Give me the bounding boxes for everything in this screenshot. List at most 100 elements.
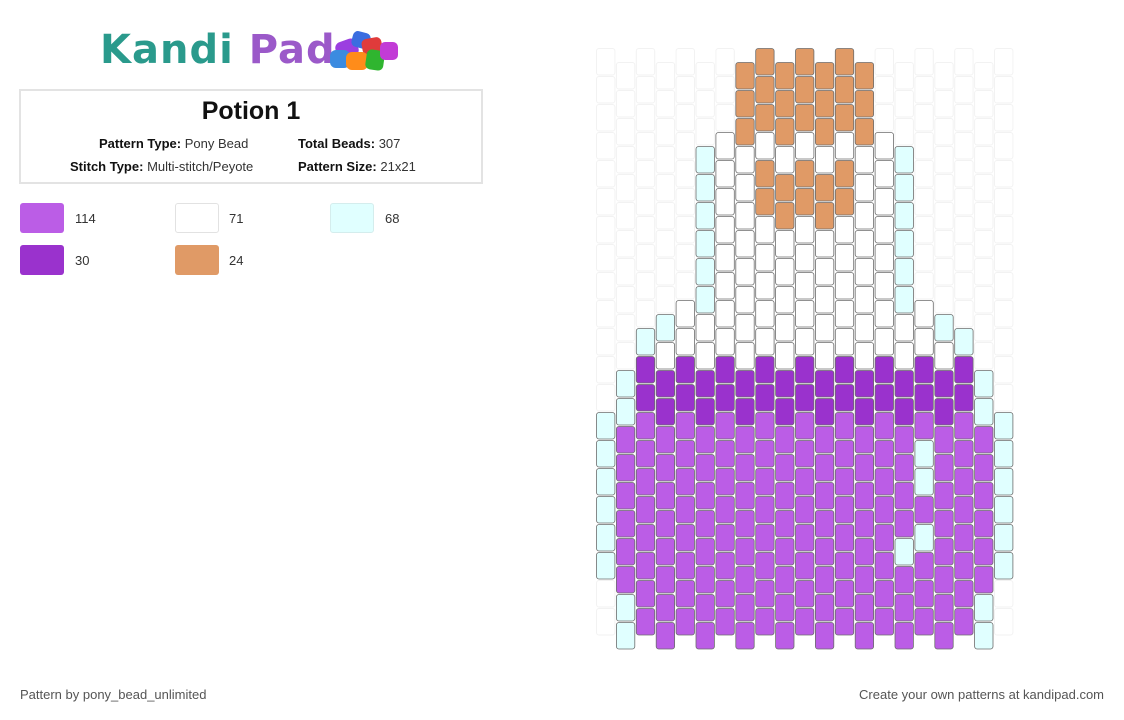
bead[interactable] [974, 314, 994, 342]
bead[interactable] [655, 314, 676, 342]
bead[interactable] [615, 482, 636, 510]
bead[interactable] [596, 132, 616, 160]
bead[interactable] [834, 356, 855, 384]
bead[interactable] [994, 272, 1014, 300]
bead[interactable] [695, 314, 715, 342]
bead[interactable] [695, 538, 715, 566]
bead[interactable] [596, 160, 616, 188]
bead[interactable] [715, 272, 735, 300]
bead[interactable] [795, 160, 815, 188]
bead[interactable] [954, 356, 974, 384]
bead[interactable] [715, 160, 735, 188]
bead[interactable] [934, 230, 954, 258]
bead[interactable] [814, 118, 835, 146]
bead[interactable] [596, 580, 616, 608]
bead[interactable] [655, 342, 676, 370]
bead[interactable] [994, 356, 1014, 384]
bead[interactable] [994, 384, 1014, 412]
bead[interactable] [635, 300, 656, 328]
bead[interactable] [795, 412, 815, 440]
bead[interactable] [914, 356, 934, 384]
bead[interactable] [695, 482, 715, 510]
bead[interactable] [954, 104, 974, 132]
bead[interactable] [695, 230, 715, 258]
bead[interactable] [914, 272, 934, 300]
bead[interactable] [914, 188, 934, 216]
bead[interactable] [615, 510, 636, 538]
bead[interactable] [934, 538, 954, 566]
bead[interactable] [735, 566, 755, 594]
bead[interactable] [735, 370, 755, 398]
bead[interactable] [675, 608, 695, 636]
bead[interactable] [834, 104, 855, 132]
bead[interactable] [874, 468, 894, 496]
bead[interactable] [874, 132, 894, 160]
bead[interactable] [775, 258, 795, 286]
bead[interactable] [635, 104, 656, 132]
bead[interactable] [635, 188, 656, 216]
bead[interactable] [894, 146, 914, 174]
bead[interactable] [894, 398, 914, 426]
bead[interactable] [635, 580, 656, 608]
bead[interactable] [814, 174, 835, 202]
bead[interactable] [894, 118, 914, 146]
bead[interactable] [874, 188, 894, 216]
bead[interactable] [834, 76, 855, 104]
bead[interactable] [715, 496, 735, 524]
bead[interactable] [854, 230, 875, 258]
bead[interactable] [695, 510, 715, 538]
bead[interactable] [974, 510, 994, 538]
bead[interactable] [655, 426, 676, 454]
bead[interactable] [596, 300, 616, 328]
bead[interactable] [814, 538, 835, 566]
bead[interactable] [735, 482, 755, 510]
bead[interactable] [934, 202, 954, 230]
bead[interactable] [974, 202, 994, 230]
bead[interactable] [874, 76, 895, 104]
bead[interactable] [795, 384, 815, 412]
bead[interactable] [635, 160, 656, 188]
bead[interactable] [814, 594, 835, 622]
bead[interactable] [894, 510, 914, 538]
bead[interactable] [954, 580, 974, 608]
bead[interactable] [994, 524, 1014, 552]
bead[interactable] [755, 104, 775, 132]
bead[interactable] [874, 160, 894, 188]
bead[interactable] [755, 440, 775, 468]
bead[interactable] [775, 454, 795, 482]
bead[interactable] [894, 90, 914, 118]
bead[interactable] [596, 608, 616, 636]
bead[interactable] [934, 314, 954, 342]
bead[interactable] [954, 244, 974, 272]
bead[interactable] [854, 370, 875, 398]
bead[interactable] [974, 258, 994, 286]
bead[interactable] [914, 216, 934, 244]
bead[interactable] [755, 608, 775, 636]
bead[interactable] [814, 482, 835, 510]
bead[interactable] [715, 104, 735, 132]
bead[interactable] [914, 300, 934, 328]
bead[interactable] [954, 440, 974, 468]
bead[interactable] [854, 594, 875, 622]
bead[interactable] [596, 48, 616, 76]
bead[interactable] [695, 90, 715, 118]
bead[interactable] [655, 594, 676, 622]
bead[interactable] [675, 216, 695, 244]
bead[interactable] [675, 300, 695, 328]
bead[interactable] [735, 202, 755, 230]
bead[interactable] [775, 146, 795, 174]
bead[interactable] [655, 370, 676, 398]
bead[interactable] [715, 552, 735, 580]
bead[interactable] [596, 272, 616, 300]
bead[interactable] [954, 384, 974, 412]
bead[interactable] [695, 146, 715, 174]
bead[interactable] [596, 524, 616, 552]
bead[interactable] [596, 356, 616, 384]
bead[interactable] [854, 314, 875, 342]
bead[interactable] [914, 160, 934, 188]
bead[interactable] [715, 440, 735, 468]
bead[interactable] [655, 118, 676, 146]
bead[interactable] [635, 468, 656, 496]
bead[interactable] [635, 496, 656, 524]
bead[interactable] [874, 328, 894, 356]
